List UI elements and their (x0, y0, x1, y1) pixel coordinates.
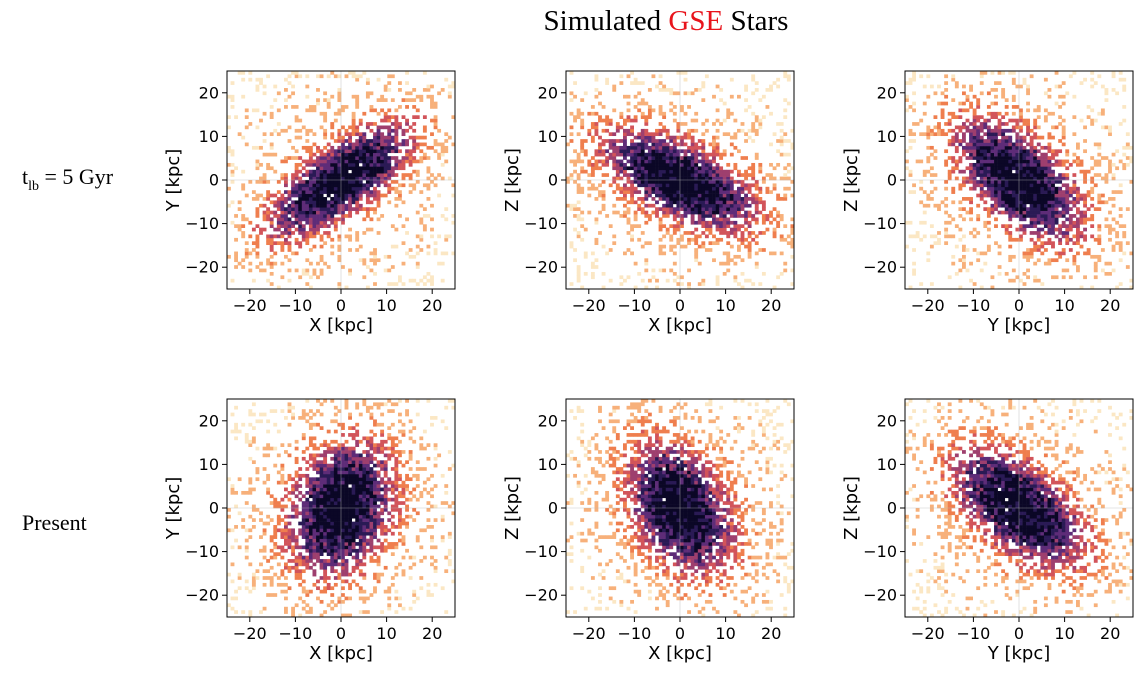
x-tick-label: 0 (675, 624, 685, 643)
row-label-lookback: tlb = 5 Gyr (22, 164, 114, 194)
y-tick-label: 10 (877, 455, 897, 474)
y-tick-label: 20 (877, 411, 897, 430)
y-tick-label: −20 (863, 586, 897, 605)
x-tick-label: 20 (422, 296, 442, 315)
x-tick-label: −10 (279, 624, 313, 643)
density-map (227, 399, 455, 617)
y-tick-label: 0 (209, 499, 219, 518)
x-tick-label: 10 (376, 624, 396, 643)
x-tick-label: 20 (1100, 624, 1120, 643)
density-map (566, 71, 794, 289)
title-highlight: GSE (668, 5, 723, 37)
y-tick-label: 0 (548, 171, 558, 190)
x-tick-label: 10 (715, 624, 735, 643)
x-tick-label: 20 (761, 624, 781, 643)
density-map (905, 71, 1133, 289)
panel-row1-col2: −20 −10 0 10 20 −20 −10 0 10 20 X [kpc] Z [kpc] (502, 70, 795, 336)
density-map (905, 399, 1133, 617)
x-axis-label: X [kpc] (648, 315, 712, 336)
figure-title: Simulated GSE Stars (544, 5, 789, 37)
y-tick-label: −20 (524, 586, 558, 605)
y-tick-label: −10 (185, 214, 219, 233)
x-tick-label: 20 (761, 296, 781, 315)
y-tick-label: 20 (538, 411, 558, 430)
y-tick-label: −10 (524, 542, 558, 561)
x-axis-label: Y [kpc] (987, 643, 1051, 664)
y-tick-label: 10 (538, 455, 558, 474)
x-tick-label: 0 (1014, 296, 1024, 315)
x-tick-label: −20 (233, 624, 267, 643)
x-tick-label: 20 (422, 624, 442, 643)
x-tick-label: −20 (911, 624, 945, 643)
y-tick-label: 20 (538, 83, 558, 102)
x-tick-label: −20 (572, 296, 606, 315)
y-tick-label: 0 (887, 171, 897, 190)
x-tick-label: −20 (911, 296, 945, 315)
x-axis-label: X [kpc] (648, 643, 712, 664)
y-tick-label: −20 (185, 258, 219, 277)
y-tick-label: −20 (863, 258, 897, 277)
y-tick-label: 0 (209, 171, 219, 190)
title-suffix: Stars (723, 5, 788, 37)
y-tick-label: 10 (538, 127, 558, 146)
y-tick-label: −10 (185, 542, 219, 561)
y-tick-label: 0 (887, 499, 897, 518)
x-tick-label: −10 (957, 296, 991, 315)
density-map (566, 399, 794, 617)
y-tick-label: 20 (199, 411, 219, 430)
y-axis-label: Y [kpc] (163, 149, 184, 213)
x-axis-label: X [kpc] (309, 643, 373, 664)
y-tick-label: 20 (877, 83, 897, 102)
density-map (227, 71, 455, 289)
y-tick-label: −10 (863, 214, 897, 233)
y-axis-label: Z [kpc] (502, 476, 523, 540)
panel-row2-col2: −20 −10 0 10 20 −20 −10 0 10 20 X [kpc] Z [kpc] (502, 398, 795, 664)
x-axis-label: Y [kpc] (987, 315, 1051, 336)
y-axis-label: Z [kpc] (841, 476, 862, 540)
y-axis-label: Z [kpc] (502, 148, 523, 212)
x-tick-label: 20 (1100, 296, 1120, 315)
x-axis-label: X [kpc] (309, 315, 373, 336)
x-tick-label: 10 (1054, 296, 1074, 315)
x-tick-label: −10 (618, 624, 652, 643)
x-tick-label: 0 (675, 296, 685, 315)
y-tick-label: 10 (877, 127, 897, 146)
y-tick-label: −20 (524, 258, 558, 277)
y-tick-label: −10 (863, 542, 897, 561)
x-tick-label: −10 (279, 296, 313, 315)
y-axis-label: Y [kpc] (163, 477, 184, 541)
x-tick-label: −10 (957, 624, 991, 643)
y-tick-label: −20 (185, 586, 219, 605)
x-tick-label: −20 (233, 296, 267, 315)
x-tick-label: −20 (572, 624, 606, 643)
x-tick-label: 0 (336, 296, 346, 315)
y-tick-label: 10 (199, 127, 219, 146)
x-tick-label: 0 (1014, 624, 1024, 643)
panel-row1-col3: −20 −10 0 10 20 −20 −10 0 10 20 Y [kpc] Z [kpc] (841, 70, 1134, 336)
y-tick-label: 10 (199, 455, 219, 474)
x-tick-label: 10 (376, 296, 396, 315)
row-label-present: Present (22, 510, 87, 535)
y-axis-label: Z [kpc] (841, 148, 862, 212)
panel-row2-col3: −20 −10 0 10 20 −20 −10 0 10 20 Y [kpc] Z [kpc] (841, 398, 1134, 664)
panel-row2-col1: −20 −10 0 10 20 −20 −10 0 10 20 X [kpc] Y [kpc] (163, 398, 456, 664)
y-tick-label: −10 (524, 214, 558, 233)
y-tick-label: 20 (199, 83, 219, 102)
x-tick-label: 0 (336, 624, 346, 643)
panel-row1-col1: −20 −10 0 10 20 −20 −10 0 10 20 X [kpc] Y [kpc] (163, 70, 456, 336)
y-tick-label: 0 (548, 499, 558, 518)
title-prefix: Simulated (544, 5, 669, 37)
x-tick-label: 10 (715, 296, 735, 315)
x-tick-label: −10 (618, 296, 652, 315)
x-tick-label: 10 (1054, 624, 1074, 643)
